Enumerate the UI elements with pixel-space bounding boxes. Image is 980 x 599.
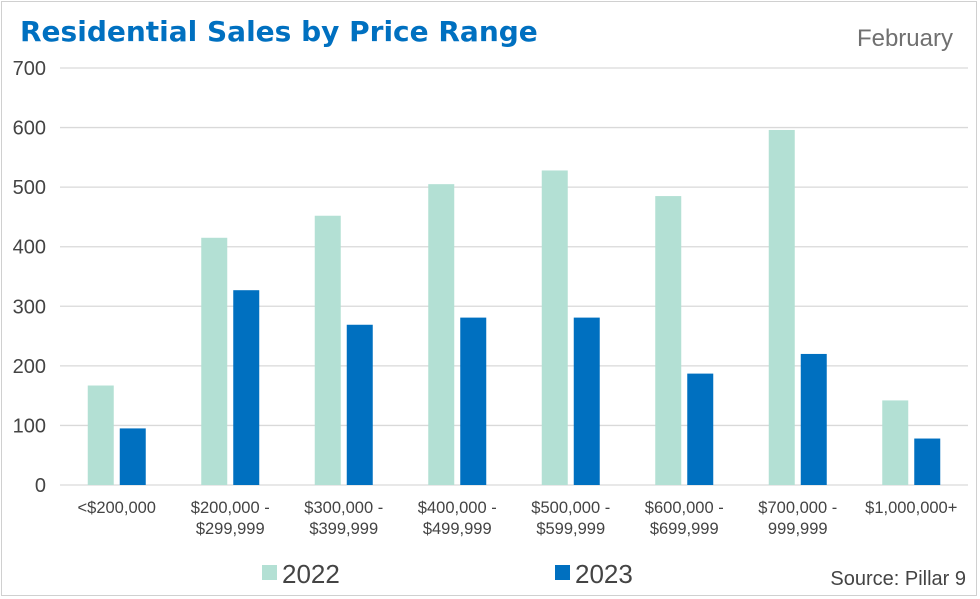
x-tick-label: $400,000 -$499,999 — [418, 499, 497, 538]
x-tick-label: $500,000 -$599,999 — [531, 499, 610, 538]
x-tick-label: $1,000,000+ — [865, 499, 957, 517]
bar-2023-4 — [573, 317, 600, 485]
bars — [87, 129, 941, 486]
bar-2023-0 — [119, 428, 146, 485]
bar-2023-2 — [346, 324, 373, 485]
bar-2022-6 — [768, 129, 795, 485]
y-tick-label: 0 — [35, 475, 46, 497]
bar-2022-3 — [428, 184, 455, 485]
bar-2022-7 — [882, 400, 909, 485]
x-tick-label: $200,000 -$299,999 — [191, 499, 270, 538]
bar-2022-5 — [655, 196, 682, 486]
y-tick-label: 100 — [13, 415, 46, 437]
legend-swatch-2022 — [262, 565, 277, 580]
y-tick-label: 300 — [13, 296, 46, 318]
bar-2022-2 — [314, 215, 341, 486]
y-tick-label: 200 — [13, 356, 46, 378]
bar-2022-1 — [201, 237, 228, 485]
source-note: Source: Pillar 9 — [830, 568, 966, 590]
legend-label-2023: 2023 — [575, 559, 633, 589]
y-tick-label: 600 — [13, 118, 46, 140]
legend-swatch-2023 — [555, 565, 570, 580]
y-axis: 0 100 200 300 400 500 600 700 — [13, 58, 46, 497]
bar-2023-5 — [687, 373, 714, 485]
y-tick-label: 500 — [13, 177, 46, 199]
gridlines — [60, 67, 968, 486]
x-tick-label: $700,000 -999,999 — [758, 499, 837, 538]
x-tick-label: $600,000 -$699,999 — [645, 499, 724, 538]
x-tick-label: $300,000 -$399,999 — [304, 499, 383, 538]
legend: 2022 2023 — [262, 559, 633, 589]
legend-label-2022: 2022 — [282, 559, 340, 589]
bar-2023-3 — [460, 317, 487, 485]
bar-2022-0 — [87, 385, 114, 485]
bar-2023-1 — [233, 290, 260, 485]
y-tick-label: 700 — [13, 58, 46, 80]
chart-subtitle: February — [857, 25, 953, 52]
x-tick-label: <$200,000 — [78, 499, 156, 517]
chart-title: Residential Sales by Price Range — [20, 15, 538, 48]
bar-2022-4 — [541, 170, 568, 485]
y-tick-label: 400 — [13, 237, 46, 259]
bar-2023-6 — [800, 353, 827, 485]
bar-2023-7 — [914, 438, 941, 485]
x-axis: <$200,000 $200,000 -$299,999 $300,000 -$39… — [78, 499, 958, 538]
